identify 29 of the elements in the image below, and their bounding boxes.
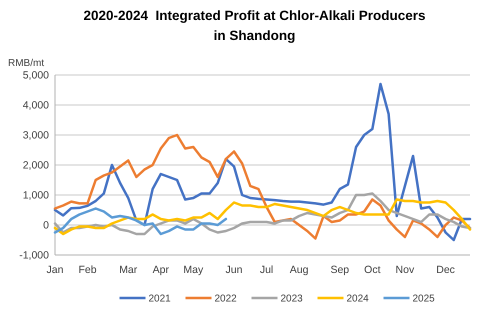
line-series: [54, 134, 472, 240]
y-axis-title: RMB/mt: [8, 58, 44, 69]
legend-label: 2022: [214, 294, 238, 304]
x-tick-label: Mar: [119, 264, 138, 276]
y-tick-label: -1,000: [19, 250, 50, 262]
legend-label: 2021: [148, 294, 172, 304]
x-tick-label: Sep: [330, 264, 350, 276]
x-tick-label: Oct: [364, 264, 381, 276]
y-tick-label: 3,000: [22, 130, 50, 142]
x-tick-label: Feb: [78, 264, 97, 276]
x-tick-label: Apr: [152, 264, 170, 276]
legend-label: 2023: [280, 294, 304, 304]
y-tick-label: 5,000: [22, 70, 50, 82]
x-tick-label: Jan: [46, 264, 64, 276]
legend-label: 2024: [346, 294, 370, 304]
x-tick-label: Aug: [290, 264, 309, 276]
line-series: [54, 207, 228, 236]
y-tick-label: 0: [43, 220, 50, 232]
y-tick-label: 4,000: [22, 100, 50, 112]
x-tick-label: May: [183, 264, 204, 276]
y-tick-label: 2,000: [22, 160, 50, 172]
x-tick-label: Jun: [226, 264, 243, 276]
x-tick-label: Dec: [436, 264, 455, 276]
chart-title: 2020-2024 Integrated Profit at Chlor-Alkali Producers in Shandong: [83, 8, 426, 43]
legend-label: 2025: [412, 294, 436, 304]
x-tick-label: Jul: [260, 264, 274, 276]
x-tick-label: Nov: [396, 264, 415, 276]
line-series: [54, 82, 472, 242]
y-tick-label: 1,000: [22, 190, 50, 202]
